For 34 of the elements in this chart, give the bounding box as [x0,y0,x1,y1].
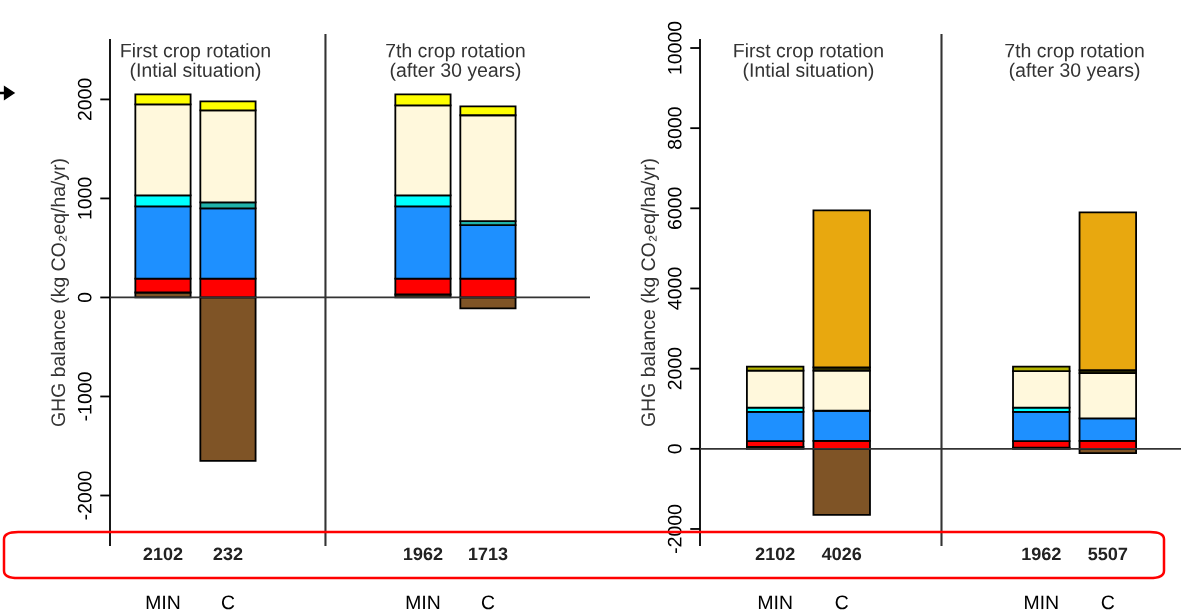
y-tick-label: -2000 [667,504,682,553]
text: 1962 [404,547,443,561]
x-tick-label: C [1101,595,1115,610]
y-tick-label: -2000 [77,471,92,520]
text: 232 [213,547,243,561]
annotation: 7th crop rotation (after 30 years) [386,43,525,81]
text: 4026 [821,547,862,561]
x-tick-label: C [221,595,235,610]
annotation: First crop rotation (Intial situation) [121,43,270,81]
text: 1962 [1022,547,1061,561]
y-tick-label: 2000 [667,347,682,390]
x-tick-label: MIN [1025,595,1058,610]
text: 2102 [755,547,795,561]
y-tick-label: 0 [667,444,682,454]
text: 1713 [469,547,508,561]
x-tick-label: C [481,595,495,610]
text: 2102 [143,547,183,561]
y-axis-title: GHG balance (kg CO₂eq/ha/yr) [50,159,69,427]
x-tick-label: MIN [146,595,180,610]
y-tick-label: 6000 [667,187,682,229]
annotation: First crop rotation (Intial situation) [734,43,883,81]
y-tick-label: 4000 [667,267,682,310]
y-axis-title: GHG balance (kg CO₂eq/ha/yr) [640,159,659,427]
annotation: 7th crop rotation (after 30 years) [1005,43,1144,81]
y-tick-label: 2000 [77,78,92,121]
y-tick-label: -1000 [77,372,92,421]
x-tick-label: MIN [758,595,792,610]
y-tick-label: 1000 [77,177,92,219]
y-tick-label: 8000 [667,107,682,149]
x-tick-label: MIN [406,595,440,610]
x-tick-label: C [835,595,848,610]
y-tick-label: 10000 [667,21,682,74]
text: 5507 [1088,547,1128,561]
y-tick-label: 0 [77,292,92,303]
